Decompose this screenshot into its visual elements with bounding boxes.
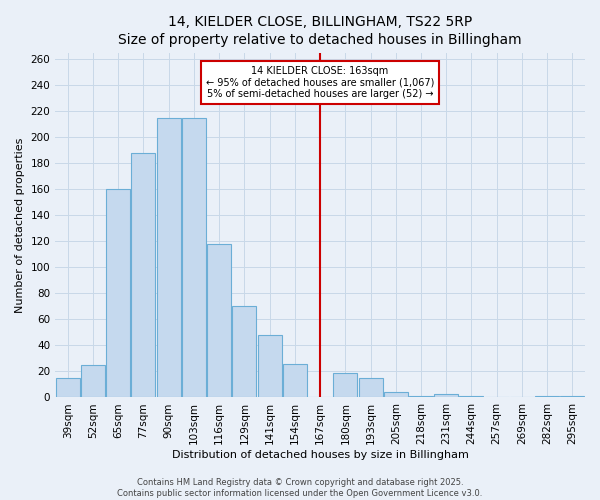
Text: 14 KIELDER CLOSE: 163sqm
← 95% of detached houses are smaller (1,067)
5% of semi: 14 KIELDER CLOSE: 163sqm ← 95% of detach…: [206, 66, 434, 99]
Bar: [409, 396, 433, 398]
Bar: [182, 118, 206, 398]
Bar: [334, 372, 357, 398]
Bar: [460, 396, 484, 398]
Bar: [359, 378, 383, 398]
Bar: [384, 392, 408, 398]
Bar: [106, 190, 130, 398]
Title: 14, KIELDER CLOSE, BILLINGHAM, TS22 5RP
Size of property relative to detached ho: 14, KIELDER CLOSE, BILLINGHAM, TS22 5RP …: [118, 15, 522, 48]
Bar: [434, 394, 458, 398]
Bar: [283, 364, 307, 398]
Bar: [131, 153, 155, 398]
Bar: [232, 306, 256, 398]
Text: Contains HM Land Registry data © Crown copyright and database right 2025.
Contai: Contains HM Land Registry data © Crown c…: [118, 478, 482, 498]
Bar: [157, 118, 181, 398]
Bar: [56, 378, 80, 398]
X-axis label: Distribution of detached houses by size in Billingham: Distribution of detached houses by size …: [172, 450, 469, 460]
Y-axis label: Number of detached properties: Number of detached properties: [15, 138, 25, 313]
Bar: [560, 396, 584, 398]
Bar: [257, 335, 281, 398]
Bar: [535, 396, 559, 398]
Bar: [207, 244, 231, 398]
Bar: [81, 365, 105, 398]
